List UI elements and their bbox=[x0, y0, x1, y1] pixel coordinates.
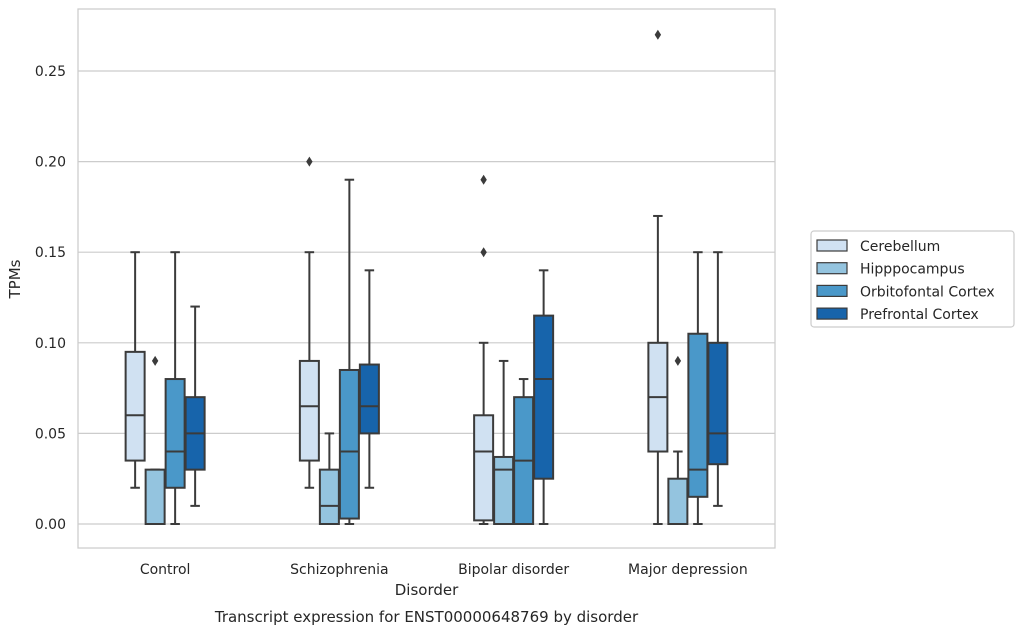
box bbox=[647, 29, 669, 525]
legend-item: Orbitofontal Cortex bbox=[816, 284, 995, 300]
outlier-point bbox=[674, 355, 682, 366]
legend-swatch bbox=[816, 284, 848, 297]
legend-frame bbox=[810, 230, 1015, 328]
y-tick-label: 0.25 bbox=[35, 64, 66, 80]
box-body bbox=[687, 332, 709, 498]
outlier-point bbox=[654, 29, 662, 40]
outlier-point bbox=[306, 156, 313, 167]
box-body bbox=[473, 414, 495, 522]
box-body bbox=[667, 477, 689, 526]
x-axis-title: Disorder bbox=[395, 581, 459, 599]
legend: Cerebellum Hipppocampus Orbitofontal Corte… bbox=[810, 230, 1015, 328]
box bbox=[144, 355, 166, 526]
box bbox=[338, 178, 360, 525]
box bbox=[318, 432, 340, 526]
box bbox=[667, 355, 689, 526]
box-body bbox=[298, 359, 320, 462]
box-body bbox=[533, 314, 555, 480]
y-axis-ticks: 0.00 0.05 0.10 0.15 0.20 0.25 bbox=[35, 64, 66, 533]
box bbox=[533, 269, 555, 525]
x-tick-label: Major depression bbox=[628, 562, 748, 578]
y-tick-label: 0.10 bbox=[35, 336, 66, 352]
box-body bbox=[358, 363, 380, 435]
y-tick-label: 0.05 bbox=[35, 426, 66, 442]
plot-area-frame bbox=[77, 8, 776, 549]
box-body bbox=[124, 350, 146, 462]
box bbox=[164, 251, 186, 525]
box bbox=[513, 378, 535, 525]
box-body bbox=[493, 455, 515, 525]
legend-item: Prefrontal Cortex bbox=[816, 307, 979, 323]
chart-caption: Transcript expression for ENST0000064876… bbox=[214, 608, 639, 626]
box bbox=[687, 251, 709, 525]
box bbox=[493, 359, 515, 525]
box-series bbox=[124, 29, 729, 526]
y-tick-label: 0.15 bbox=[35, 245, 66, 261]
legend-label: Cerebellum bbox=[860, 239, 940, 255]
series-prefrontal-cortex bbox=[184, 251, 729, 525]
legend-swatch bbox=[816, 307, 848, 320]
x-tick-label: Control bbox=[140, 562, 191, 578]
box-body bbox=[144, 468, 166, 526]
legend-item: Cerebellum bbox=[816, 239, 940, 255]
box-body bbox=[707, 341, 729, 466]
outlier-point bbox=[480, 247, 487, 258]
box bbox=[298, 156, 320, 489]
box-body bbox=[338, 368, 360, 520]
legend-swatch bbox=[816, 262, 848, 275]
legend-item: Hipppocampus bbox=[816, 262, 965, 278]
box bbox=[358, 269, 380, 489]
y-axis-title: TPMs bbox=[6, 259, 24, 299]
y-tick-label: 0.20 bbox=[35, 155, 66, 171]
legend-swatch bbox=[816, 239, 848, 252]
x-tick-label: Schizophrenia bbox=[290, 562, 388, 578]
box bbox=[184, 305, 206, 507]
x-tick-label: Bipolar disorder bbox=[458, 562, 569, 578]
y-tick-label: 0.00 bbox=[35, 517, 66, 533]
box bbox=[124, 251, 146, 489]
box-body bbox=[318, 468, 340, 526]
series-orbitofontal-cortex bbox=[164, 178, 709, 525]
box bbox=[473, 174, 495, 525]
legend-label: Prefrontal Cortex bbox=[860, 307, 979, 323]
x-axis-ticks: Control Schizophrenia Bipolar disorder Majo… bbox=[140, 562, 748, 578]
legend-label: Hipppocampus bbox=[860, 262, 965, 278]
series-hipppocampus bbox=[144, 355, 689, 526]
outlier-point bbox=[480, 174, 487, 185]
series-cerebellum bbox=[124, 29, 669, 525]
box-body bbox=[164, 378, 186, 489]
outlier-point bbox=[151, 355, 159, 366]
box bbox=[707, 251, 729, 507]
legend-label: Orbitofontal Cortex bbox=[860, 284, 995, 300]
